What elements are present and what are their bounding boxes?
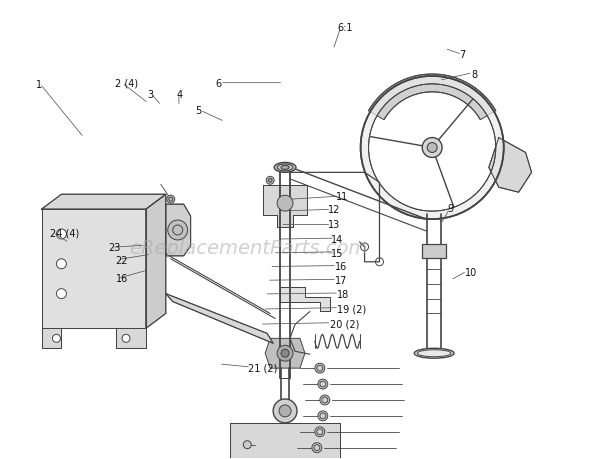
Polygon shape (41, 329, 61, 348)
Text: 3: 3 (148, 90, 153, 100)
Text: 16: 16 (335, 262, 347, 272)
Text: 19 (2): 19 (2) (337, 304, 366, 314)
Text: 5: 5 (195, 106, 202, 116)
Text: 4: 4 (176, 90, 183, 100)
Text: 8: 8 (471, 69, 477, 79)
Circle shape (318, 379, 328, 389)
Text: 10: 10 (465, 268, 477, 278)
Polygon shape (230, 458, 250, 459)
Polygon shape (230, 423, 340, 459)
Text: 22: 22 (115, 255, 127, 265)
Polygon shape (320, 458, 340, 459)
Bar (422, 244, 446, 258)
Circle shape (57, 259, 67, 269)
Text: 6:1: 6:1 (337, 23, 353, 33)
Text: 9: 9 (447, 204, 454, 214)
Text: 16: 16 (116, 274, 128, 284)
Circle shape (279, 405, 291, 417)
Text: 2 (4): 2 (4) (115, 78, 138, 89)
Polygon shape (116, 329, 146, 348)
Ellipse shape (281, 166, 289, 170)
Text: 15: 15 (332, 248, 344, 258)
Circle shape (57, 230, 67, 240)
Polygon shape (369, 75, 496, 120)
Ellipse shape (274, 163, 296, 173)
Text: 14: 14 (332, 235, 343, 245)
Circle shape (277, 346, 293, 361)
Circle shape (422, 138, 442, 158)
Text: 7: 7 (459, 50, 466, 60)
Polygon shape (265, 339, 305, 369)
Circle shape (320, 395, 330, 405)
Circle shape (318, 411, 328, 421)
Polygon shape (166, 294, 273, 343)
Text: 18: 18 (337, 289, 349, 299)
Circle shape (168, 221, 188, 241)
Circle shape (268, 179, 272, 183)
Circle shape (312, 443, 322, 453)
Text: 24 (4): 24 (4) (50, 228, 79, 238)
Text: 11: 11 (336, 192, 348, 202)
Text: 20 (2): 20 (2) (330, 319, 359, 329)
Text: 17: 17 (335, 275, 348, 285)
Text: eReplacementParts.com: eReplacementParts.com (129, 238, 367, 257)
Text: 13: 13 (328, 220, 340, 230)
Polygon shape (280, 287, 330, 312)
Polygon shape (41, 210, 146, 329)
Circle shape (243, 441, 251, 449)
Text: 23: 23 (109, 243, 121, 253)
Polygon shape (489, 138, 532, 193)
Polygon shape (146, 195, 166, 329)
Circle shape (315, 364, 325, 373)
Circle shape (277, 196, 293, 212)
Circle shape (57, 289, 67, 299)
Circle shape (266, 177, 274, 185)
Polygon shape (41, 195, 166, 210)
Text: 21 (2): 21 (2) (248, 362, 277, 372)
Circle shape (315, 427, 325, 437)
Circle shape (122, 335, 130, 342)
Polygon shape (166, 205, 191, 256)
Polygon shape (263, 186, 307, 228)
Text: 12: 12 (328, 205, 340, 215)
Circle shape (167, 196, 175, 204)
Circle shape (53, 335, 60, 342)
Circle shape (273, 399, 297, 423)
Circle shape (281, 349, 289, 358)
Polygon shape (360, 77, 504, 219)
Circle shape (427, 143, 437, 153)
Text: 6: 6 (216, 78, 222, 89)
Text: 1: 1 (36, 79, 42, 90)
Ellipse shape (414, 348, 454, 358)
